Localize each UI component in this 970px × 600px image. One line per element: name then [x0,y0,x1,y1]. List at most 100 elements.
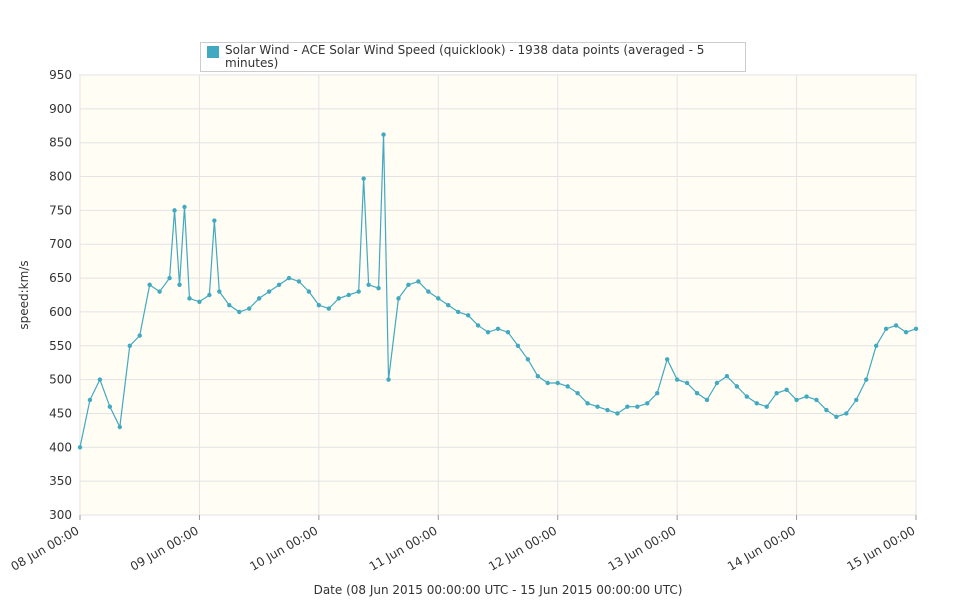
point [864,377,869,382]
point [172,208,177,213]
point [615,411,620,416]
point [625,404,630,409]
point [893,323,899,328]
point [147,282,152,288]
point [356,289,361,294]
point [167,275,172,281]
point [381,132,386,137]
y-axis-label: speed:km/s [17,260,31,329]
point [475,323,481,328]
x-tick-label: 12 Jun 00:00 [486,523,559,573]
point [306,289,312,294]
point [774,390,779,396]
point [227,302,232,308]
point [814,397,819,403]
point [854,397,859,403]
point [495,326,501,332]
point [177,282,182,288]
y-tick-label: 950 [49,68,72,82]
x-tick-label: 11 Jun 00:00 [367,523,440,573]
point [107,404,113,409]
x-tick-label: 08 Jun 00:00 [8,523,81,573]
point [903,330,909,335]
point [754,401,759,406]
point [655,390,660,396]
y-tick-label: 650 [49,271,72,285]
point [376,286,381,291]
y-tick-label: 900 [49,102,72,116]
y-tick-label: 600 [49,305,72,319]
y-tick-label: 350 [49,474,72,488]
point [197,299,202,304]
point [207,292,212,298]
point [286,275,292,281]
point [276,282,282,288]
point [237,309,242,315]
legend-text: Solar Wind - ACE Solar Wind Speed (quick… [225,43,705,70]
legend: Solar Wind - ACE Solar Wind Speed (quick… [200,42,746,72]
point [465,313,471,318]
point [724,374,730,379]
x-tick-label: 13 Jun 00:00 [606,523,679,573]
y-tick-label: 850 [49,136,72,150]
x-tick-label: 14 Jun 00:00 [725,523,798,573]
point [704,397,710,403]
point [824,407,829,413]
point [575,390,580,396]
point [416,279,421,284]
point [77,445,83,450]
point [645,401,650,406]
y-tick-label: 700 [49,237,72,251]
x-tick-label: 10 Jun 00:00 [247,523,320,573]
point [525,357,531,362]
point [256,296,262,301]
point [565,384,570,389]
y-tick-label: 800 [49,170,72,184]
point [386,377,391,382]
point [212,218,217,223]
point [406,282,411,288]
point [635,404,640,409]
point [605,407,610,413]
point [97,377,103,382]
point [266,289,272,294]
y-tick-label: 550 [49,339,72,353]
point [744,394,750,399]
legend-swatch [207,46,219,58]
point [346,292,351,298]
point [485,330,491,335]
point [137,333,142,338]
point [396,296,401,301]
point [87,397,93,403]
point [883,326,889,332]
point [187,296,192,301]
point [804,394,809,399]
point [694,390,700,396]
point [555,380,560,386]
point [714,380,720,386]
point [426,289,431,294]
point [336,296,341,301]
point [366,282,371,288]
point [182,204,187,210]
point [326,306,332,311]
y-tick-label: 300 [49,508,72,522]
point [764,404,769,409]
point [246,306,252,311]
point [913,326,919,332]
y-tick-label: 400 [49,440,72,454]
point [585,401,590,406]
y-tick-label: 450 [49,406,72,420]
point [505,330,511,335]
point [217,289,222,294]
point [117,424,123,430]
point [535,374,541,379]
point [873,343,879,348]
point [674,377,680,382]
x-tick-label: 15 Jun 00:00 [844,523,917,573]
x-axis-label: Date (08 Jun 2015 00:00:00 UTC - 15 Jun … [314,583,683,597]
plot-area [79,74,917,516]
point [784,387,789,392]
